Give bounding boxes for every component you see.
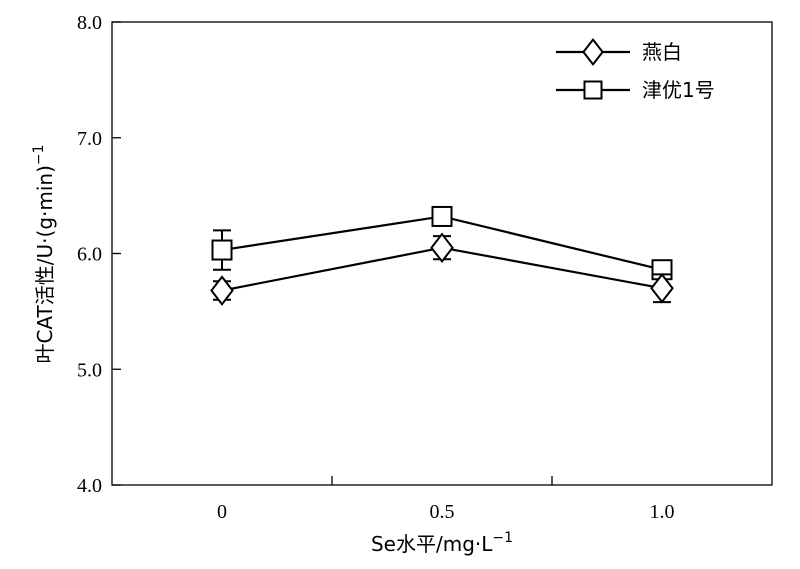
legend-entry: 燕白 (556, 37, 682, 67)
legend-marker (582, 37, 604, 67)
y-tick-label: 4.0 (77, 475, 102, 497)
x-tick-label: 0 (217, 501, 227, 523)
y-tick-label: 5.0 (77, 359, 102, 381)
axis-ticks: 4.0 5.0 6.0 7.0 8.0 0 0.5 1.0 (77, 12, 675, 523)
x-axis-title-text: Se水平/mg·L (371, 532, 493, 556)
legend-label: 津优1号 (642, 78, 715, 102)
y-tick-label: 6.0 (77, 244, 102, 266)
x-tick-label: 1.0 (650, 501, 675, 523)
svg-text:叶CAT活性/U·(g·min)−1: 叶CAT活性/U·(g·min)−1 (31, 144, 57, 363)
y-axis-title-sup: −1 (31, 144, 47, 165)
y-tick-label: 8.0 (77, 12, 102, 34)
data-point (430, 232, 454, 263)
data-point (211, 239, 233, 261)
series-layer (210, 205, 674, 306)
legend-marker (583, 80, 603, 100)
series-diamond (210, 232, 674, 306)
data-point (650, 272, 674, 304)
y-axis-title-text: 叶CAT活性/U·(g·min) (33, 165, 57, 363)
y-tick-label: 7.0 (77, 128, 102, 150)
x-axis-title: Se水平/mg·L−1 (371, 530, 513, 556)
data-point (431, 205, 453, 227)
legend-entry: 津优1号 (556, 78, 715, 102)
data-point (210, 275, 234, 306)
x-axis-title-sup: −1 (492, 530, 513, 546)
y-axis-title: 叶CAT活性/U·(g·min)−1 (31, 144, 57, 363)
x-tick-label: 0.5 (430, 501, 455, 523)
svg-text:Se水平/mg·L−1: Se水平/mg·L−1 (371, 530, 513, 556)
legend-label: 燕白 (642, 40, 682, 64)
